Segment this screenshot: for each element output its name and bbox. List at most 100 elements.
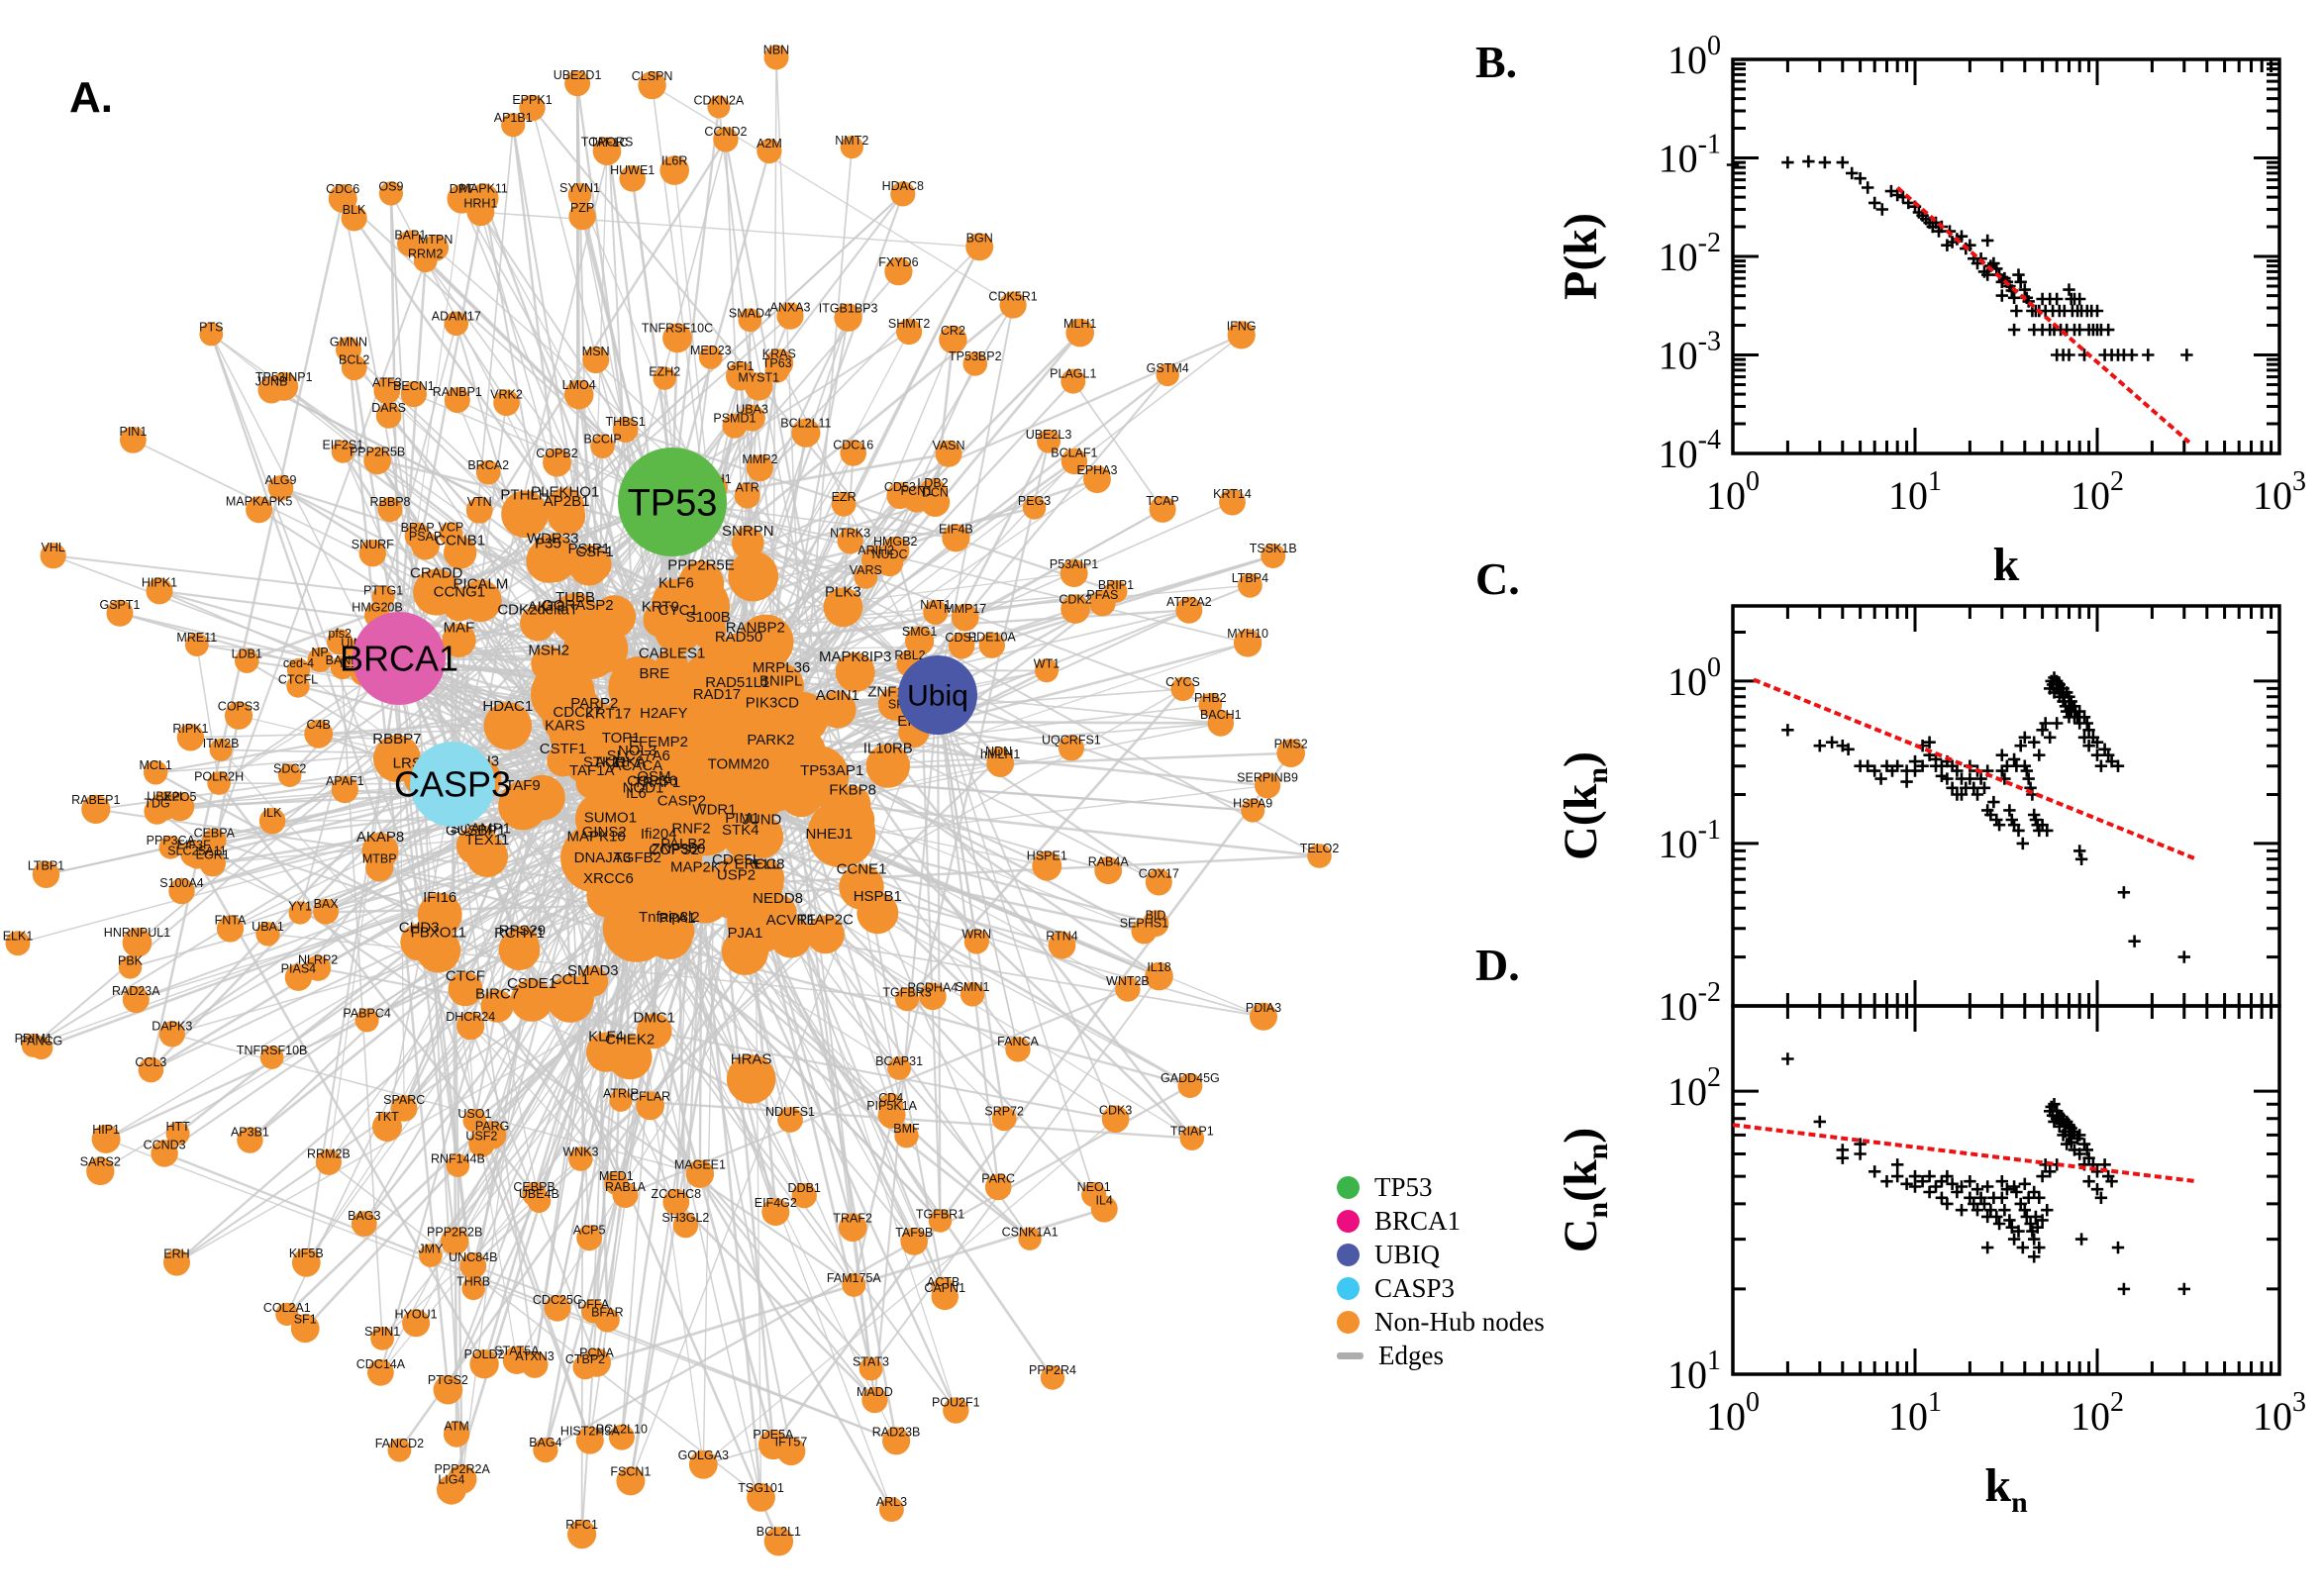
network-node-label: hMLH1: [980, 748, 1020, 761]
network-node-label: HSPB1: [854, 888, 902, 905]
network-node-label: FANCD2: [375, 1437, 424, 1450]
network-node: [659, 155, 689, 185]
network-node: [315, 1148, 342, 1175]
network-node: [235, 648, 259, 673]
network-node-label: HDAC1: [482, 698, 533, 715]
network-node: [277, 763, 302, 787]
network-node-label: CCNE1: [837, 860, 887, 877]
network-node-label: ATF3: [372, 375, 402, 389]
network-node: [732, 527, 764, 559]
network-node: [837, 528, 863, 554]
network-node-label: ERH: [163, 1247, 189, 1261]
network-node: [919, 982, 947, 1011]
network-node-label: TP53INP1: [255, 370, 313, 384]
network-node: [397, 230, 424, 257]
network-node-label: PPA1: [658, 910, 695, 927]
network-node-label: FNTA: [215, 913, 247, 927]
network-node-label: UQCRFS1: [1042, 734, 1101, 748]
network-node-label: EIF4G2: [755, 1196, 797, 1210]
network-node: [884, 257, 913, 286]
network-node: [636, 1013, 672, 1049]
network-node-label: TOMM20: [708, 755, 769, 772]
network-node: [372, 1112, 402, 1142]
network-node-label: MTPN: [418, 233, 453, 247]
network-node-label: JMY: [418, 1242, 444, 1255]
network-node-label: AP2B1: [544, 493, 590, 510]
network-node: [547, 744, 579, 777]
network-node: [370, 1327, 394, 1350]
network-node-label: WNT2B: [1106, 974, 1150, 988]
network-node-label: ZCCHC8: [651, 1187, 701, 1201]
network-node: [544, 1294, 571, 1322]
network-node-label: BCL2L10: [596, 1423, 648, 1437]
network-node-label: ZNF360: [652, 841, 705, 857]
network-node-label: CFLAR: [630, 1089, 670, 1103]
network-node: [521, 1350, 549, 1378]
network-node-label: RTN4: [1046, 930, 1077, 944]
network-node-label: PIM1: [725, 810, 759, 827]
network-node: [549, 721, 581, 752]
network-node: [275, 1302, 299, 1326]
network-node-label: HIP1: [92, 1123, 120, 1137]
network-node-label: Ifi204: [641, 826, 677, 843]
network-node: [659, 914, 695, 948]
network-node: [563, 379, 594, 410]
network-node-label: CDC5L: [712, 851, 760, 868]
network-node-label: COPB2: [536, 447, 577, 460]
network-node-label: ATM: [444, 1419, 468, 1433]
scatter-points: [1781, 671, 2190, 963]
network-node-label: TP63: [762, 356, 792, 370]
network-node-label: EPHA3: [1077, 463, 1118, 477]
network-node-label: HIPK1: [142, 575, 177, 589]
network-node: [377, 496, 403, 523]
network-node: [444, 311, 469, 337]
plot-panel-C: 10-2 10-1 100 C(kn): [1555, 604, 2281, 1029]
network-node: [390, 1095, 418, 1122]
network-node-label: SMAD3: [567, 962, 619, 979]
network-node: [258, 807, 286, 835]
network-node-label: ITM2B: [203, 737, 240, 750]
y-axis-label: P(k): [1555, 213, 1607, 300]
network-node-label: BCAP31: [875, 1054, 923, 1068]
network-node: [823, 587, 863, 628]
network-node: [246, 496, 273, 524]
network-node: [567, 1520, 597, 1549]
tick-label: 10-3: [1659, 327, 1721, 378]
network-node-label: SPIN1: [364, 1325, 400, 1339]
network-node-label: DCN: [922, 486, 949, 500]
network-node-label: CSTF1: [540, 741, 587, 757]
network-node: [441, 1227, 469, 1255]
network-node-label: CDKN2A: [694, 94, 745, 108]
network-node-label: BECN1: [393, 379, 435, 393]
network-node: [835, 785, 871, 822]
network-node-label: CDK5R1: [988, 289, 1037, 303]
network-node-label: AKT3: [528, 598, 565, 615]
network-node: [465, 497, 493, 524]
network-node-label: RRM2: [408, 248, 443, 261]
network-node: [165, 1122, 190, 1146]
hub-label: Ubiq: [907, 680, 968, 713]
network-node: [568, 545, 610, 586]
network-node: [777, 1107, 803, 1133]
network-node-label: PMS2: [1274, 737, 1308, 750]
network-node-label: CDC25C: [533, 1293, 582, 1307]
tick-label: 100: [1667, 31, 1721, 82]
tick-label: 100: [1667, 652, 1721, 704]
network-node: [447, 184, 476, 214]
network-node-label: PIAS4: [281, 962, 316, 976]
network-node-label: C4B: [307, 718, 331, 732]
network-node-label: COPS6: [627, 772, 677, 789]
network-node-label: pfs2: [328, 627, 352, 641]
network-node-label: S100B: [686, 609, 731, 626]
network-node-label: SARS2: [80, 1155, 121, 1169]
network-node: [442, 623, 476, 657]
network-node-label: CCNB1: [435, 532, 485, 549]
network-node-label: NOD1: [623, 779, 664, 796]
network-node: [556, 600, 600, 646]
network-node-label: CR2: [941, 324, 965, 338]
network-node: [943, 1397, 969, 1424]
network-node: [935, 440, 962, 467]
network-node-label: NEO1: [1077, 1180, 1111, 1194]
network-node: [758, 676, 805, 724]
network-node: [459, 1252, 487, 1279]
